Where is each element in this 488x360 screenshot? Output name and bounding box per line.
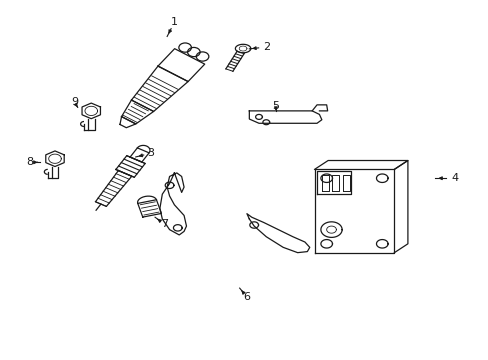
Text: 5: 5 bbox=[272, 100, 279, 111]
Text: 3: 3 bbox=[146, 148, 153, 158]
Text: 2: 2 bbox=[262, 42, 269, 52]
Text: 6: 6 bbox=[243, 292, 250, 302]
Text: 9: 9 bbox=[71, 97, 78, 107]
Text: 4: 4 bbox=[450, 173, 457, 183]
Text: 1: 1 bbox=[170, 17, 178, 27]
Text: 8: 8 bbox=[26, 157, 33, 167]
Text: 7: 7 bbox=[161, 219, 168, 229]
